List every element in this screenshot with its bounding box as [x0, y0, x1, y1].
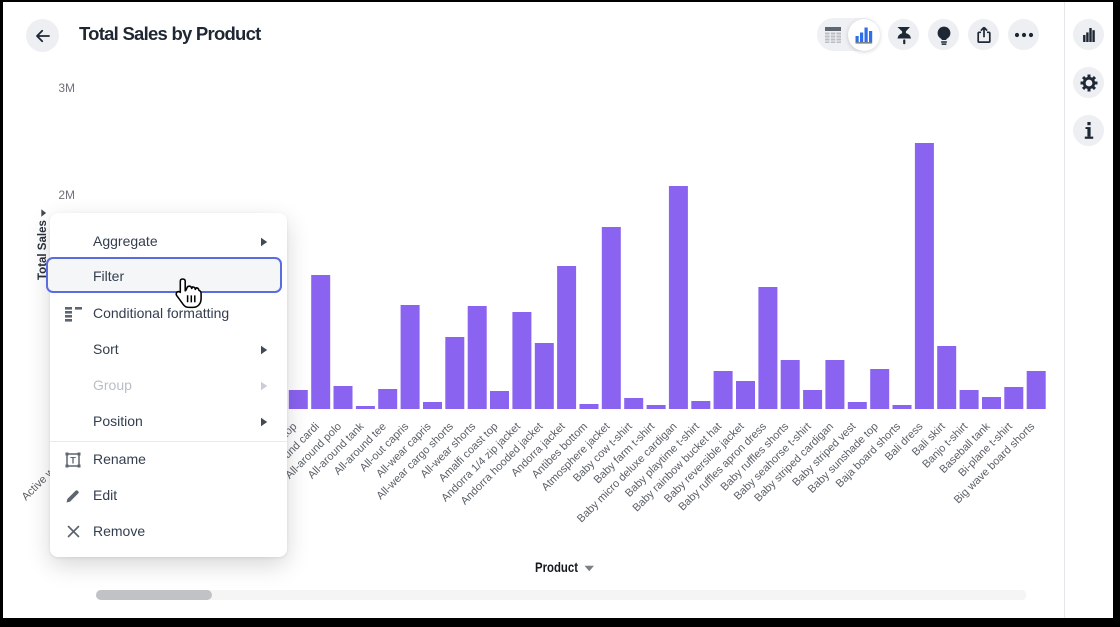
- svg-text:3M: 3M: [58, 81, 75, 95]
- svg-text:Product: Product: [535, 559, 578, 575]
- svg-text:T: T: [70, 456, 76, 466]
- svg-text:2M: 2M: [58, 188, 75, 202]
